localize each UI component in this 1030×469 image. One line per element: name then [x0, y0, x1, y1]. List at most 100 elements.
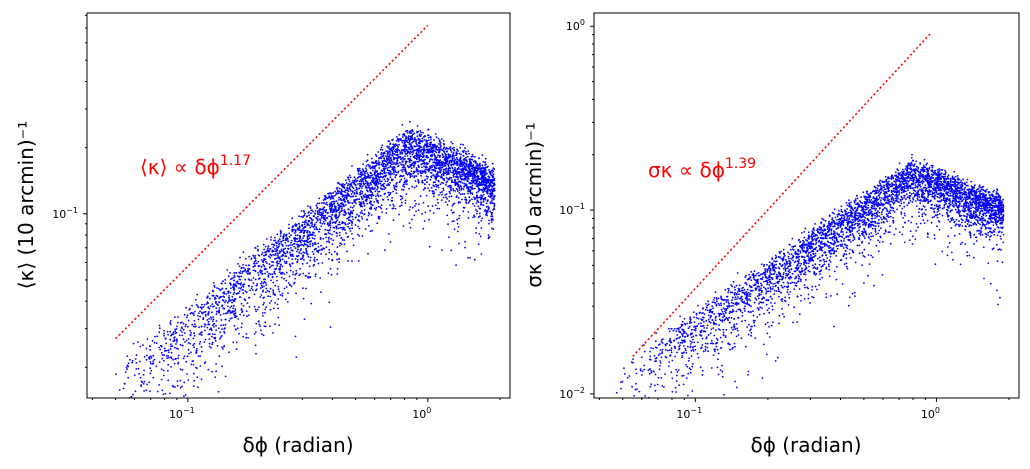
- scatter-point: [257, 254, 260, 256]
- scatter-point: [878, 218, 880, 221]
- scatter-point: [468, 196, 471, 199]
- scatter-point: [224, 278, 227, 281]
- scatter-point: [361, 190, 364, 193]
- scatter-point: [296, 255, 299, 258]
- scatter-point: [199, 355, 202, 357]
- scatter-point: [271, 273, 274, 276]
- scatter-point: [238, 290, 241, 293]
- scatter-point: [410, 142, 413, 144]
- scatter-point: [444, 201, 447, 204]
- scatter-point: [264, 260, 267, 263]
- scatter-point: [457, 197, 460, 199]
- scatter-point: [299, 249, 302, 252]
- scatter-point: [355, 191, 358, 194]
- scatter-point: [174, 328, 177, 331]
- scatter-point: [427, 136, 430, 139]
- scatter-point: [254, 259, 257, 262]
- scatter-point: [722, 331, 725, 334]
- scatter-point: [277, 239, 280, 242]
- scatter-point: [273, 239, 275, 242]
- scatter-point: [265, 287, 268, 290]
- scatter-point: [143, 369, 146, 372]
- scatter-point: [275, 241, 277, 244]
- scatter-point: [208, 292, 211, 295]
- scatter-point: [426, 156, 429, 159]
- scatter-point: [423, 139, 426, 141]
- scatter-point: [362, 202, 365, 204]
- scatter-point: [219, 314, 222, 316]
- scatter-point: [450, 189, 452, 192]
- scatter-point: [264, 312, 266, 314]
- scatter-point: [485, 163, 487, 166]
- scatter-point: [179, 343, 182, 346]
- scatter-point: [788, 253, 791, 255]
- scatter-point: [191, 304, 193, 307]
- scatter-point: [402, 149, 405, 152]
- scatter-point: [308, 214, 310, 217]
- scatter-point: [322, 247, 325, 250]
- scatter-point: [414, 154, 416, 157]
- scatter-point: [309, 233, 312, 236]
- scatter-point: [465, 156, 467, 159]
- scatter-point: [429, 165, 431, 168]
- scatter-point: [232, 307, 235, 310]
- scatter-point: [156, 335, 159, 338]
- scatter-point: [749, 295, 752, 298]
- scatter-point: [311, 209, 313, 212]
- scatter-point: [451, 142, 454, 145]
- scatter-point: [328, 301, 331, 304]
- scatter-point: [382, 163, 385, 165]
- scatter-point: [306, 231, 309, 234]
- scatter-point: [486, 172, 488, 175]
- scatter-point: [436, 149, 439, 151]
- scatter-point: [354, 184, 357, 187]
- scatter-point: [367, 214, 370, 217]
- scatter-point: [339, 244, 341, 247]
- scatter-point: [414, 161, 416, 164]
- scatter-point: [392, 184, 395, 187]
- scatter-point: [281, 253, 284, 256]
- scatter-point: [161, 357, 164, 360]
- scatter-point: [471, 158, 474, 161]
- scatter-point: [477, 201, 480, 204]
- scatter-point: [385, 172, 387, 174]
- scatter-point: [193, 342, 196, 345]
- scatter-point: [780, 250, 782, 253]
- scatter-point: [361, 235, 364, 238]
- scatter-point: [421, 140, 424, 143]
- scatter-point: [461, 193, 464, 195]
- scatter-point: [431, 166, 434, 168]
- scatter-point: [270, 239, 272, 241]
- scatter-point: [404, 166, 406, 169]
- scatter-point: [239, 272, 242, 274]
- scatter-point: [389, 166, 392, 168]
- scatter-point: [409, 158, 412, 160]
- scatter-point: [765, 353, 768, 356]
- scatter-point: [219, 295, 222, 298]
- scatter-point: [245, 333, 248, 335]
- scatter-point: [308, 230, 311, 233]
- scatter-point: [768, 325, 770, 328]
- scatter-point: [234, 328, 237, 331]
- scatter-point: [291, 244, 293, 246]
- scatter-point: [353, 176, 356, 179]
- scatter-point: [433, 165, 436, 168]
- scatter-point: [316, 207, 319, 210]
- scatter-point: [377, 160, 380, 163]
- scatter-point: [191, 360, 194, 363]
- scatter-point: [172, 358, 174, 361]
- scatter-point: [276, 233, 279, 236]
- scatter-point: [429, 136, 432, 138]
- scatter-point: [273, 270, 276, 273]
- scatter-point: [457, 166, 460, 169]
- scatter-point: [209, 297, 211, 300]
- scatter-point: [370, 207, 373, 210]
- scatter-point: [208, 345, 211, 348]
- scatter-point: [211, 370, 214, 373]
- scatter-point: [489, 202, 492, 205]
- scatter-point: [177, 361, 180, 364]
- scatter-point: [351, 181, 354, 184]
- scatter-point: [233, 291, 236, 294]
- scatter-point: [338, 190, 341, 193]
